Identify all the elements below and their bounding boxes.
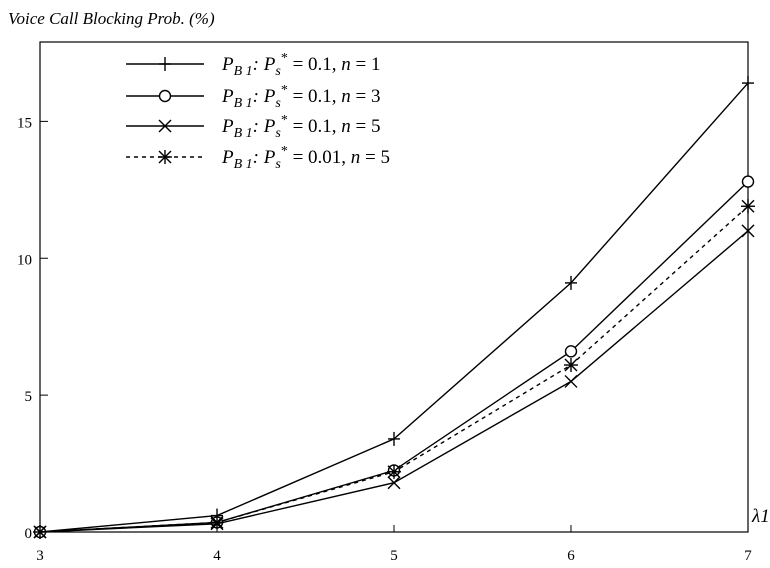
series-4-point [564,358,578,373]
legend-marker-2 [158,89,172,103]
x-tick-label: 7 [744,548,752,564]
series-2-point [564,345,578,358]
series-line-3 [39,230,749,533]
legend-label-part: = 1 [351,54,381,75]
x-tick-label: 5 [390,548,398,564]
legend-label-part: P [221,86,234,107]
series-4-point [741,199,755,214]
y-tick-label: 0 [25,526,33,542]
legend-label-1: PB 1: Ps* = 0.1, n = 1 [221,51,381,79]
legend-marker-4 [158,150,172,164]
legend-label-4: PB 1: Ps* = 0.01, n = 5 [221,144,390,172]
series-1-point [565,275,577,290]
legend-label-part: : P [253,116,276,137]
legend-label-part: s [275,96,281,111]
legend-label-part: n [341,116,351,137]
legend: PB 1: Ps* = 0.1, n = 1PB 1: Ps* = 0.1, n… [126,51,390,172]
series-layer [33,76,755,539]
x-axis-label: λ1 [751,506,770,527]
legend-label-part: s [275,126,281,141]
series-1-point [742,76,754,91]
series-1-point [388,431,400,446]
y-tick-label: 10 [17,252,32,268]
legend-label-part: n [341,54,351,75]
series-4-point [387,464,401,479]
legend-label-part: = 5 [351,116,381,137]
legend-marker-1 [159,57,171,71]
legend-label-part: = 0.1, [288,54,341,75]
legend-label-part: n [341,86,351,107]
legend-label-part: B 1 [234,96,253,111]
series-4-point [210,515,224,530]
x-tick-label: 4 [213,548,221,564]
legend-label-part: : P [253,54,276,75]
y-tick-label: 5 [25,389,33,405]
legend-label-part: * [281,51,288,66]
legend-label-2: PB 1: Ps* = 0.1, n = 3 [221,83,381,111]
series-line-2 [39,181,749,533]
x-tick-label: 6 [567,548,575,564]
legend-label-part: s [275,64,281,79]
legend-label-part: = 0.1, [288,116,341,137]
legend-label-part: * [281,144,288,159]
y-axis-label: Voice Call Blocking Prob. (%) [8,9,215,28]
y-tick-label: 15 [17,115,32,131]
series-2-point [741,175,755,188]
legend-label-part: : P [253,86,276,107]
legend-label-part: * [281,113,288,128]
legend-label-part: : P [253,147,276,168]
legend-label-part: n [351,147,361,168]
legend-label-part: = 0.1, [288,86,341,107]
x-axis-label-symbol: λ1 [751,506,770,527]
legend-label-part: = 0.01, [288,147,351,168]
legend-label-part: B 1 [234,64,253,79]
x-tick-label: 3 [36,548,44,564]
series-3-point [564,374,578,388]
legend-label-part: = 3 [351,86,381,107]
legend-label-part: = 5 [360,147,390,168]
legend-label-part: P [221,147,234,168]
series-4-point [33,525,47,539]
plot-frame [39,41,749,533]
series-3-point [387,476,401,490]
legend-label-part: B 1 [234,157,253,172]
series-3-point [741,224,755,238]
legend-label-part: P [221,54,234,75]
legend-label-part: B 1 [234,126,253,141]
legend-label-part: s [275,157,281,172]
legend-label-3: PB 1: Ps* = 0.1, n = 5 [221,113,381,141]
legend-label-part: * [281,83,288,98]
legend-label-part: P [221,116,234,137]
y-axis-ticks: 0 5 10 15 [17,115,48,542]
legend-marker-3 [158,119,172,133]
x-axis-ticks: 3 4 5 6 7 [36,525,752,564]
